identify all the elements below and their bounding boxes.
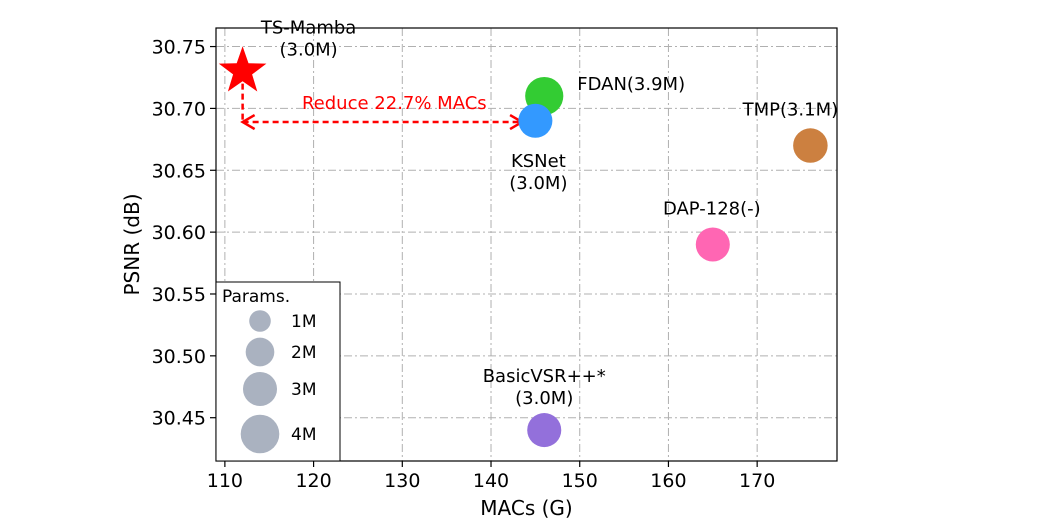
x-tick-label: 150 <box>562 470 598 492</box>
x-tick-label: 130 <box>384 470 420 492</box>
annotation-layer: Reduce 22.7% MACs <box>240 83 525 131</box>
point-label-basicvsr: (3.0M) <box>515 388 573 409</box>
point-label-ksnet: (3.0M) <box>509 173 567 194</box>
legend-title: Params. <box>222 287 290 307</box>
y-tick-label: 30.75 <box>152 37 206 59</box>
point-ts-mamba-star <box>218 46 267 92</box>
y-tick-label: 30.45 <box>152 408 206 430</box>
point-ksnet <box>518 103 553 138</box>
y-tick-label: 30.55 <box>152 284 206 306</box>
y-tick-label: 30.70 <box>152 98 206 120</box>
point-label-ksnet: KSNet <box>511 151 566 172</box>
point-label-basicvsr: BasicVSR++* <box>483 366 606 387</box>
x-axis-label: MACs (G) <box>480 496 572 520</box>
point-basicvsr <box>527 413 562 448</box>
ticks-layer: 110 120 130 140 150 160 170 30.45 30.50 30.55 30.6… <box>152 37 776 492</box>
params-legend: Params. 1M 2M 3M 4M <box>215 281 341 462</box>
legend-label-2m: 2M <box>291 343 316 363</box>
legend-label-3m: 3M <box>291 380 316 400</box>
point-label-fdan: FDAN(3.9M) <box>577 74 685 95</box>
legend-label-4m: 4M <box>291 425 316 445</box>
x-tick-label: 170 <box>739 470 775 492</box>
plot-frame <box>215 27 838 462</box>
legend-entries: 1M 2M 3M 4M <box>240 310 316 454</box>
legend-label-1m: 1M <box>291 312 316 332</box>
annotation-label: Reduce 22.7% MACs <box>302 93 487 114</box>
point-dap-128 <box>695 227 730 262</box>
legend-marker-2m <box>245 337 275 367</box>
point-labels-layer: TS-Mamba(3.0M)FDAN(3.9M)KSNet(3.0M)TMP(3… <box>260 17 838 409</box>
y-tick-label: 30.60 <box>152 222 206 244</box>
legend-marker-4m <box>240 414 280 454</box>
legend-marker-3m <box>242 371 278 407</box>
legend-marker-1m <box>249 310 271 332</box>
point-label-dap-128: DAP-128(-) <box>663 199 761 220</box>
point-tmp <box>793 128 828 163</box>
y-tick-label: 30.50 <box>152 346 206 368</box>
point-label-ts-mamba: (3.0M) <box>280 39 338 60</box>
x-tick-label: 160 <box>650 470 686 492</box>
x-tick-label: 110 <box>207 470 243 492</box>
y-axis-label: PSNR (dB) <box>120 194 144 296</box>
y-tick-label: 30.65 <box>152 160 206 182</box>
x-tick-label: 120 <box>295 470 331 492</box>
x-tick-label: 140 <box>473 470 509 492</box>
point-label-tmp: TMP(3.1M) <box>742 100 839 121</box>
points-layer <box>218 46 828 448</box>
annotation-arrowhead-left <box>240 113 256 131</box>
